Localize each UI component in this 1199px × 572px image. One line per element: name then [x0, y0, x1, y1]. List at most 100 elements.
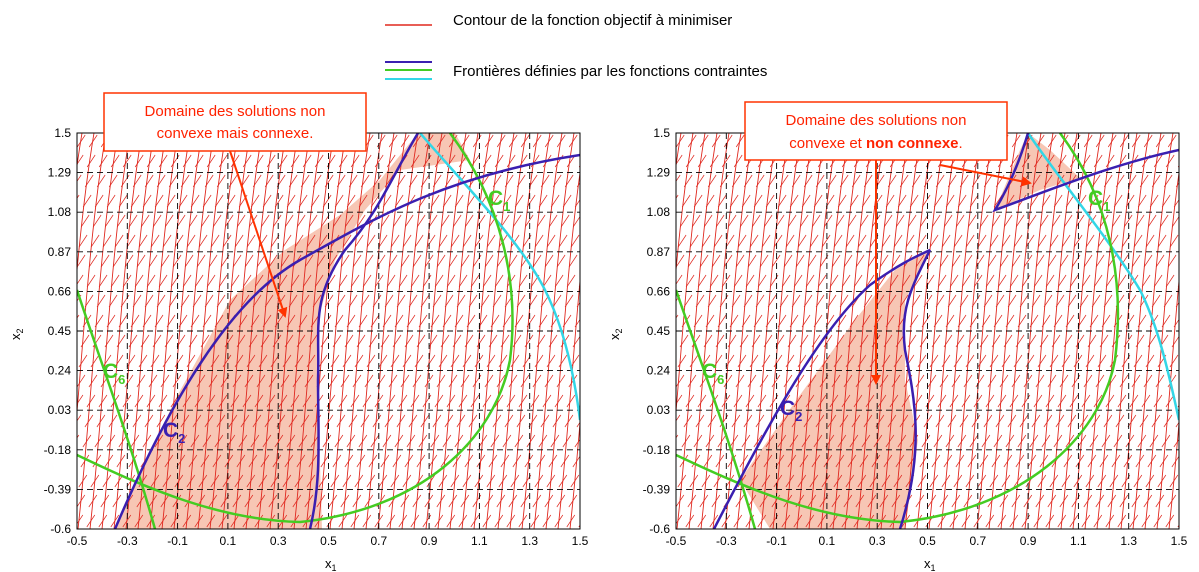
left-contour-hatch — [506, 154, 516, 168]
left-contour-hatch — [298, 434, 308, 448]
left-contour-hatch — [368, 334, 378, 348]
right-contour-hatch — [1141, 274, 1151, 288]
left-contour-hatch — [350, 154, 360, 168]
left-contour-hatch — [384, 294, 394, 308]
right-contour-hatch — [1069, 514, 1079, 528]
right-contour-hatch — [1155, 494, 1165, 508]
left-contour-hatch — [146, 154, 156, 168]
left-contour-hatch — [110, 514, 120, 528]
left-contour-hatch — [250, 194, 260, 208]
right-contour-hatch — [1029, 434, 1039, 448]
left-contour-hatch — [252, 174, 262, 188]
right-contour-hatch — [1075, 214, 1085, 228]
left-contour-hatch — [603, 275, 611, 287]
left-contour-hatch — [400, 374, 410, 388]
right-contour-hatch — [741, 194, 751, 208]
left-contour-hatch — [394, 314, 404, 328]
left-contour-hatch — [248, 334, 258, 348]
left-contour-hatch — [448, 374, 458, 388]
left-contour-hatch — [358, 314, 368, 328]
right-contour-hatch — [963, 374, 973, 388]
left-contour-hatch — [609, 215, 617, 227]
left-contour-hatch — [206, 394, 216, 408]
left-contour-hatch — [214, 194, 224, 208]
left-contour-hatch — [96, 414, 106, 428]
left-contour-hatch — [210, 474, 220, 488]
left-contour-hatch — [210, 234, 220, 248]
right-contour-hatch — [1047, 254, 1057, 268]
left-contour-hatch — [192, 414, 202, 428]
left-contour-hatch — [90, 354, 100, 368]
right-contour-hatch — [1095, 374, 1105, 388]
left-contour-hatch — [182, 274, 192, 288]
left-contour-hatch — [536, 454, 546, 468]
right-contour-hatch — [813, 314, 823, 328]
right-contour-hatch — [765, 194, 775, 208]
left-contour-hatch — [390, 354, 400, 368]
left-x-tick-label: 1.1 — [471, 534, 488, 548]
right-contour-hatch — [821, 474, 831, 488]
right-contour-hatch — [983, 414, 993, 428]
right-contour-hatch — [683, 294, 693, 308]
right-contour-hatch — [1167, 254, 1177, 268]
left-contour-hatch — [583, 235, 591, 247]
right-contour-hatch — [817, 514, 827, 528]
right-contour-hatch — [715, 454, 725, 468]
right-contour-hatch — [887, 174, 897, 188]
left-contour-hatch — [410, 394, 420, 408]
right-contour-hatch — [701, 474, 711, 488]
left-contour-hatch — [332, 454, 342, 468]
right-contour-hatch — [1169, 234, 1179, 248]
right-contour-hatch — [835, 334, 845, 348]
left-contour-hatch — [158, 514, 168, 528]
right-contour-hatch — [881, 234, 891, 248]
right-contour-hatch — [695, 414, 705, 428]
left-contour-hatch — [424, 134, 434, 148]
left-contour-hatch — [570, 474, 580, 488]
left-contour-hatch — [226, 194, 236, 208]
right-contour-hatch — [1127, 294, 1137, 308]
right-x-tick-label: 1.5 — [1171, 534, 1188, 548]
left-contour-hatch — [116, 334, 126, 348]
left-contour-hatch — [86, 274, 96, 288]
left-contour-hatch — [154, 314, 164, 328]
right-contour-hatch — [703, 214, 713, 228]
right-contour-hatch — [1047, 374, 1057, 388]
right-contour-hatch — [1005, 314, 1015, 328]
right-contour-hatch — [969, 194, 979, 208]
left-contour-hatch — [126, 354, 136, 368]
right-contour-line — [676, 133, 694, 275]
left-contour-hatch — [510, 354, 520, 368]
left-contour-hatch — [476, 334, 486, 348]
right-contour-hatch — [835, 454, 845, 468]
right-contour-hatch — [713, 234, 723, 248]
right-contour-hatch — [739, 334, 749, 348]
right-contour-hatch — [1039, 334, 1049, 348]
right-contour-hatch — [1025, 354, 1035, 368]
right-contour-hatch — [1001, 354, 1011, 368]
left-contour-hatch — [360, 414, 370, 428]
left-contour-hatch — [162, 474, 172, 488]
right-contour-hatch — [1063, 214, 1073, 228]
left-contour-hatch — [90, 234, 100, 248]
left-contour-hatch — [400, 494, 410, 508]
right-contour-hatch — [729, 434, 739, 448]
left-contour-hatch — [202, 434, 212, 448]
left-contour-hatch — [502, 434, 512, 448]
left-contour-hatch — [440, 214, 450, 228]
left-contour-hatch — [412, 374, 422, 388]
right-contour-hatch — [1071, 134, 1081, 148]
left-contour-hatch — [156, 174, 166, 188]
left-contour-hatch — [77, 134, 86, 148]
right-contour-hatch — [1081, 154, 1091, 168]
right-contour-hatch — [1029, 314, 1039, 328]
left-x-tick-label: -0.5 — [67, 534, 88, 548]
right-contour-hatch — [1049, 234, 1059, 248]
right-contour-hatch — [915, 494, 925, 508]
left-contour-hatch — [82, 194, 92, 208]
left-contour-hatch — [106, 194, 116, 208]
left-contour-hatch — [216, 414, 226, 428]
left-contour-hatch — [460, 254, 470, 268]
right-contour-hatch — [965, 354, 975, 368]
left-contour-hatch — [591, 395, 599, 407]
